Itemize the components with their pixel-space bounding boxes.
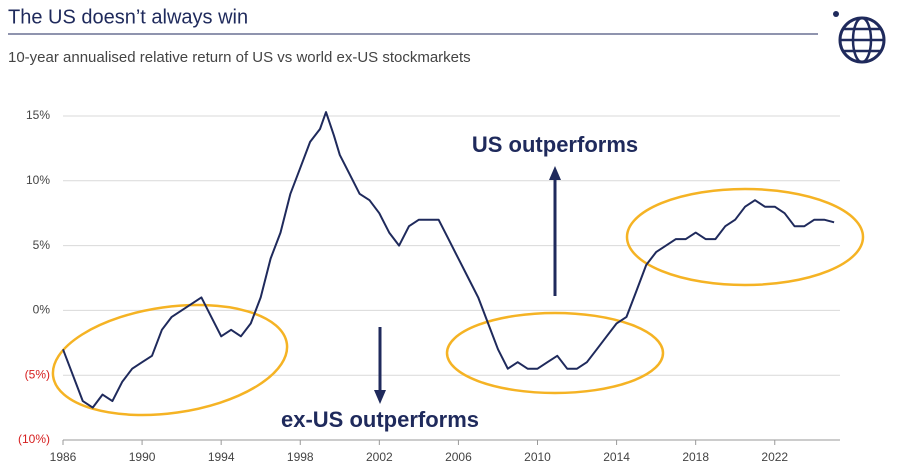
chart-title: The US doesn’t always win (8, 6, 248, 28)
x-tick-label: 1986 (50, 450, 77, 464)
y-tick-label: 0% (33, 303, 51, 317)
x-tick-label: 2018 (682, 450, 709, 464)
y-tick-label: 15% (26, 108, 50, 122)
x-tick-label: 2006 (445, 450, 472, 464)
globe-icon (833, 11, 886, 64)
annotation: US outperforms (472, 132, 638, 157)
x-tick-label: 1990 (129, 450, 156, 464)
x-tick-label: 2010 (524, 450, 551, 464)
data-line (62, 111, 835, 409)
grid: 15% 10% 5% 0% (5%) (10%)1986 1990 1994 1998 2002 2… (18, 108, 840, 464)
arrows (374, 166, 561, 404)
x-tick-label: 2022 (761, 450, 788, 464)
x-tick-label: 2014 (603, 450, 630, 464)
y-tick-label: 10% (26, 173, 50, 187)
x-tick-label: 2002 (366, 450, 393, 464)
annotation: ex-US outperforms (281, 407, 479, 432)
plot (62, 111, 835, 409)
chart-subtitle: 10-year annualised relative return of US… (8, 49, 471, 66)
y-tick-label: (10%) (18, 432, 50, 446)
x-tick-label: 1998 (287, 450, 314, 464)
ellipses (51, 187, 865, 417)
x-tick-label: 1994 (208, 450, 235, 464)
y-tick-label: (5%) (25, 367, 50, 381)
y-tick-label: 5% (33, 238, 51, 252)
